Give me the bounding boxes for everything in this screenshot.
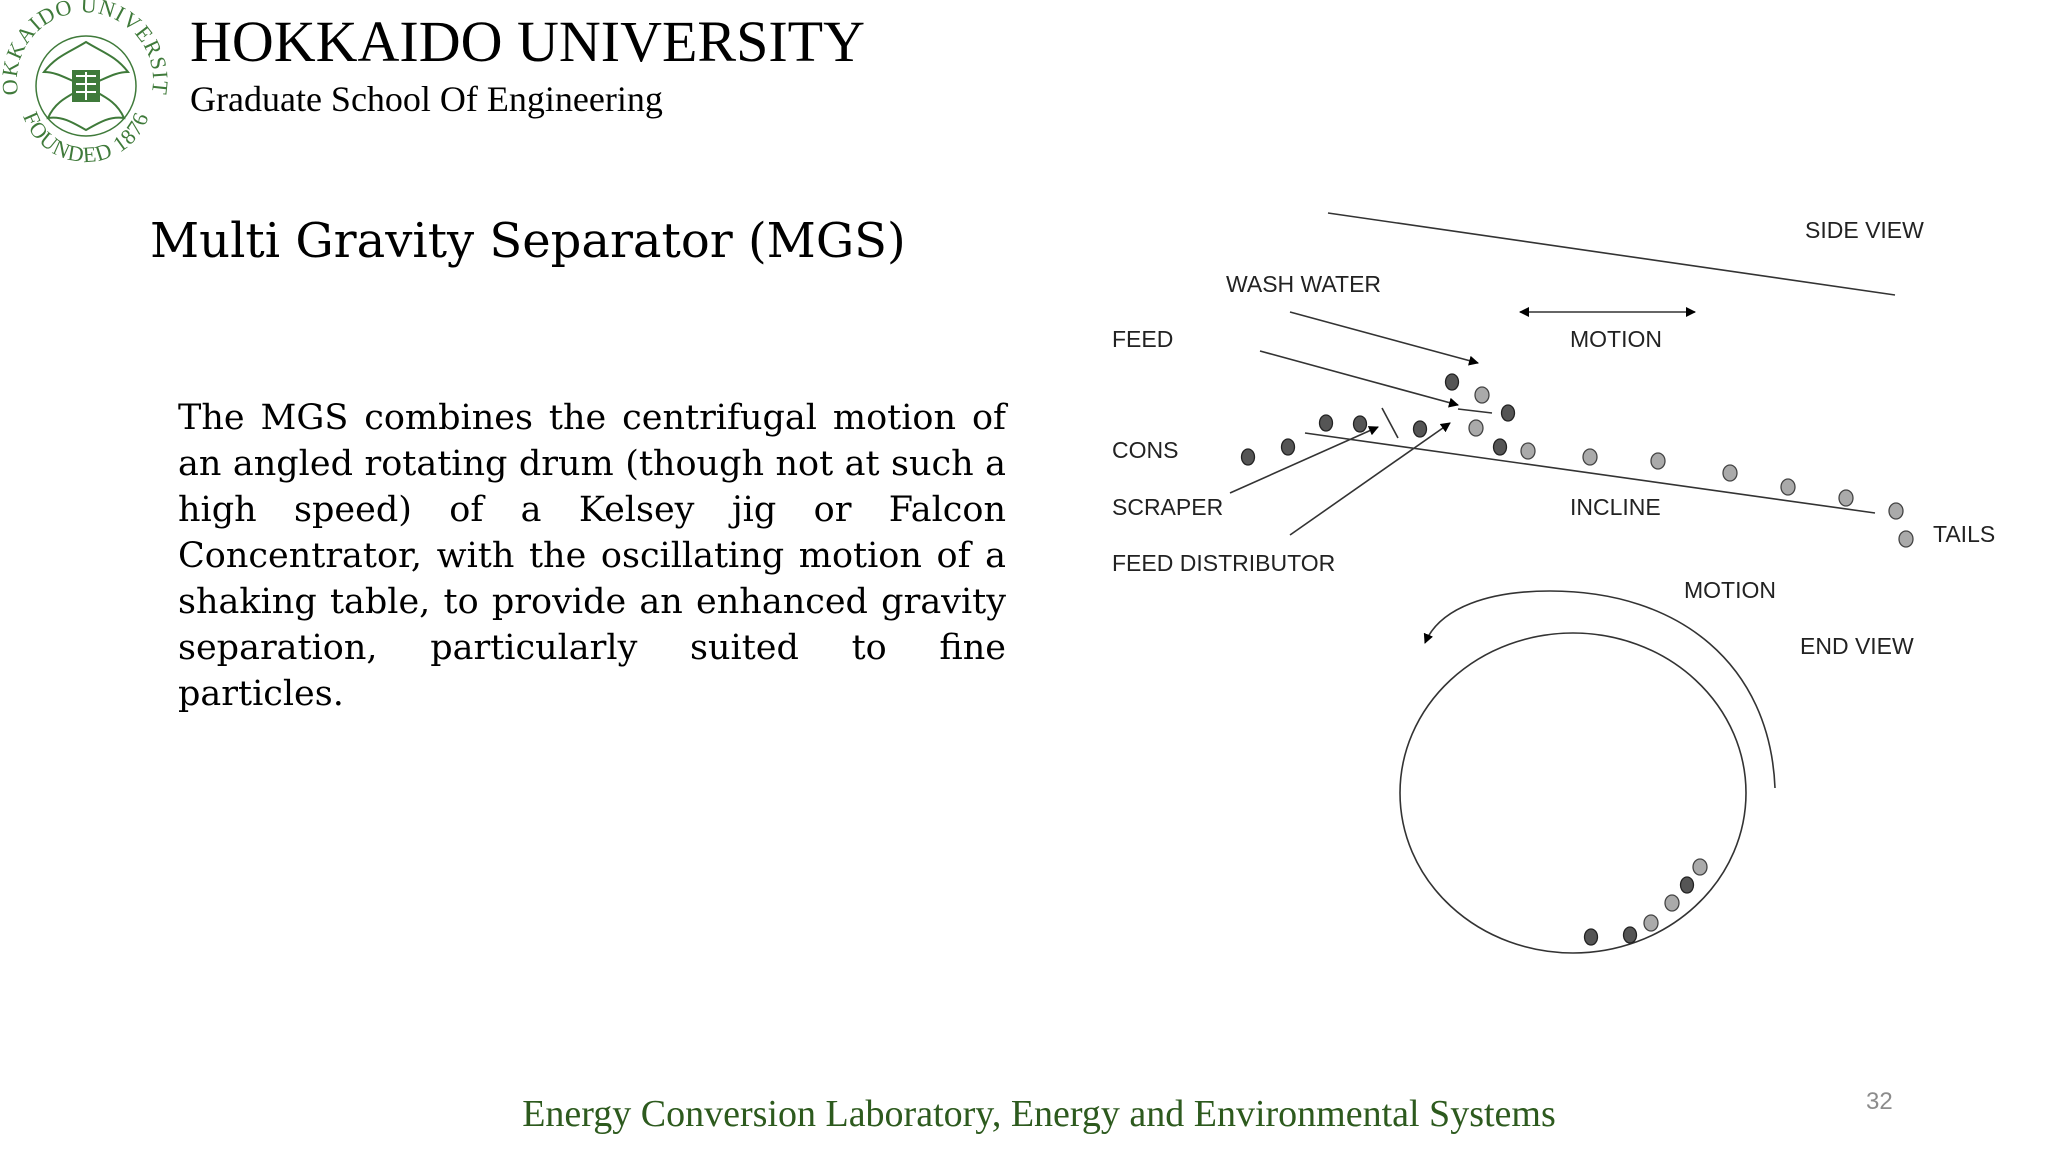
scraper-pointer bbox=[1229, 426, 1379, 494]
university-seal-logo: HOKKAIDO UNIVERSITY FOUNDED 1876 bbox=[0, 0, 170, 167]
university-name: HOKKAIDO UNIVERSITY bbox=[190, 9, 865, 74]
feed-arrow bbox=[1259, 350, 1459, 408]
school-name: Graduate School Of Engineering bbox=[190, 79, 663, 119]
label-incline: INCLINE bbox=[1570, 494, 1661, 520]
label-motion-side: MOTION bbox=[1570, 326, 1662, 352]
label-feed-distributor: FEED DISTRIBUTOR bbox=[1112, 550, 1335, 576]
label-wash-water: WASH WATER bbox=[1226, 271, 1381, 297]
wash-water-arrow bbox=[1289, 311, 1479, 366]
label-feed: FEED bbox=[1112, 326, 1173, 352]
feed-chute bbox=[1457, 408, 1493, 414]
slide-title: Multi Gravity Separator (MGS) bbox=[150, 213, 906, 269]
scraper-blade bbox=[1381, 407, 1399, 439]
label-end-view: END VIEW bbox=[1800, 633, 1914, 659]
svg-text:FOUNDED 1876: FOUNDED 1876 bbox=[18, 108, 154, 167]
label-cons: CONS bbox=[1112, 437, 1178, 463]
label-scraper: SCRAPER bbox=[1112, 494, 1223, 520]
end-view-drum bbox=[1399, 632, 1747, 954]
end-view-particles bbox=[1583, 858, 1708, 946]
side-view-particles bbox=[1240, 373, 1914, 548]
mgs-diagram: SIDE VIEW WASH WATER MOTION FEED CONS SC… bbox=[1112, 212, 1995, 954]
end-view-motion-arrow bbox=[1423, 590, 1776, 789]
feed-distributor-pointer bbox=[1289, 422, 1451, 536]
body-paragraph: The MGS combines the centrifugal motion … bbox=[178, 398, 1006, 714]
page-number: 32 bbox=[1866, 1088, 1893, 1115]
drum-top-line bbox=[1327, 212, 1896, 296]
label-motion-end: MOTION bbox=[1684, 577, 1776, 603]
label-side-view: SIDE VIEW bbox=[1805, 217, 1924, 243]
footer-lab-name: Energy Conversion Laboratory, Energy and… bbox=[522, 1093, 1556, 1135]
incline-line bbox=[1304, 432, 1876, 514]
label-tails: TAILS bbox=[1933, 521, 1995, 547]
